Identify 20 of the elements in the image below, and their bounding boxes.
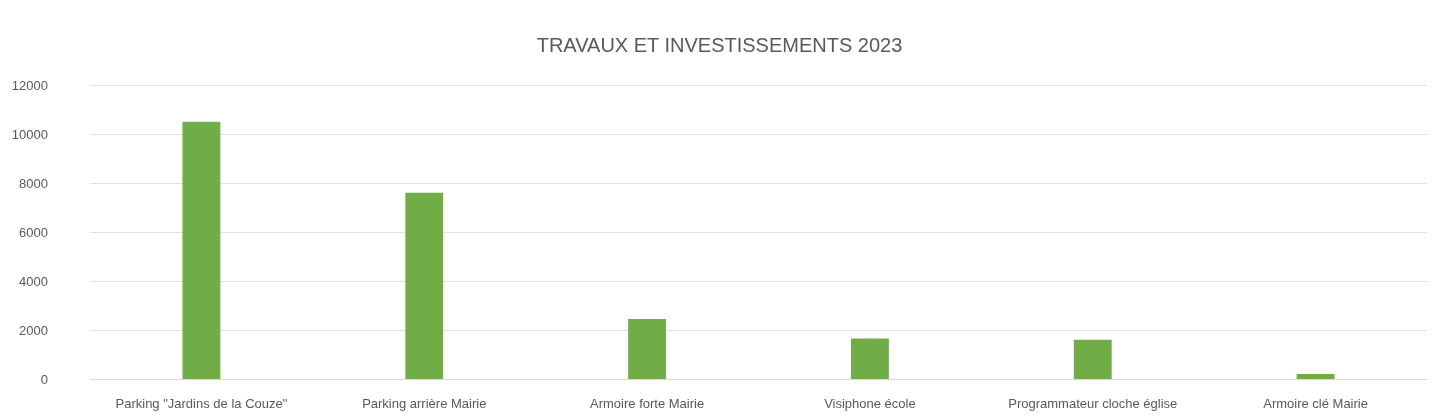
bar: [850, 338, 889, 379]
bar: [182, 121, 221, 379]
x-tick-label: Armoire clé Mairie: [1263, 396, 1368, 411]
bar: [405, 192, 444, 379]
x-tick-label: Programmateur cloche église: [1008, 396, 1178, 411]
x-tick-label: Armoire forte Mairie: [590, 396, 705, 411]
chart-title: TRAVAUX ET INVESTISSEMENTS 2023: [536, 34, 903, 56]
x-tick-label: Visiphone école: [824, 396, 916, 411]
y-tick-label: 6000: [19, 224, 48, 240]
bar: [1073, 339, 1112, 379]
y-tick-label: 0: [40, 371, 48, 387]
y-tick-label: 12000: [11, 77, 48, 93]
x-tick-label: Parking "Jardins de la Couze": [115, 396, 288, 411]
x-tick-label: Parking arrière Mairie: [362, 396, 487, 411]
y-tick-label: 10000: [11, 126, 48, 142]
bar: [628, 318, 667, 379]
y-tick-label: 4000: [19, 273, 48, 289]
bar: [1296, 374, 1335, 379]
y-tick-label: 2000: [19, 322, 48, 338]
y-tick-label: 8000: [19, 175, 48, 191]
